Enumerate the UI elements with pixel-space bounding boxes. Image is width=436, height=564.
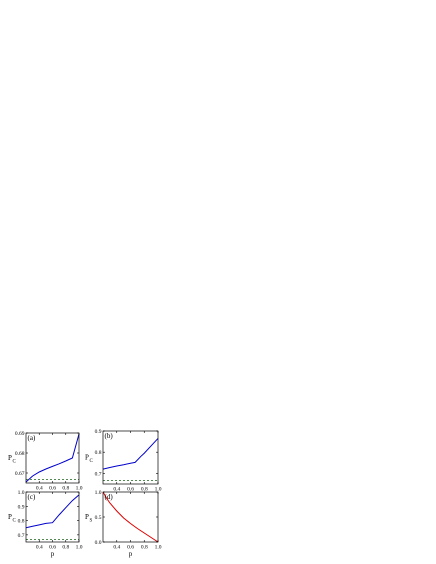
- x-tick-label: 1.0: [155, 545, 162, 551]
- panel-b: 0.4 0.6 0.8 1.0 0.7 0.8 0.9 (b) P C: [85, 429, 162, 493]
- x-axis-label: p: [51, 550, 55, 558]
- y-tick-label: 0.8: [95, 450, 102, 456]
- y-tick-label: 0.69: [15, 431, 25, 437]
- y-axis-label: P: [8, 513, 12, 521]
- y-axis-label: P: [8, 454, 12, 462]
- x-tick-label: 0.8: [62, 486, 69, 492]
- panel-c: 0.4 0.6 0.8 1.00.70.80.91.0 (c)P Cp: [8, 490, 83, 558]
- y-tick-label: 0.9: [95, 429, 102, 435]
- x-tick-label: 0.6: [127, 545, 134, 551]
- x-tick-label: 0.4: [36, 545, 43, 551]
- panel-label: (b): [105, 432, 114, 440]
- x-tick-label: 0.8: [141, 487, 148, 493]
- panel-label: (c): [28, 493, 36, 501]
- x-tick-label: 1.0: [76, 486, 83, 492]
- x-tick-label: 1.0: [76, 545, 83, 551]
- y-axis-label-subscript: C: [13, 460, 17, 465]
- series-line-0: [102, 438, 159, 470]
- y-axis-label: P: [85, 513, 89, 521]
- y-axis-label-subscript: S: [90, 519, 93, 524]
- x-tick-label: 0.4: [36, 486, 43, 492]
- y-tick-label: 0.8: [18, 519, 25, 525]
- x-tick-label: 1.0: [155, 487, 162, 493]
- y-tick-label: 1.0: [18, 490, 25, 496]
- y-axis-label-subscript: C: [13, 519, 17, 524]
- y-tick-label: 0.0: [95, 540, 102, 546]
- panel-label: (a): [28, 434, 36, 442]
- y-tick-label: 0.67: [15, 471, 25, 477]
- x-axis-label: p: [129, 550, 133, 558]
- panel-a: 0.4 0.6 0.8 1.0 0.67 0.68 0.69 (a) P C: [8, 431, 83, 492]
- y-axis-label-subscript: C: [90, 459, 94, 464]
- x-tick-label: 0.4: [113, 545, 120, 551]
- x-tick-label: 0.4: [113, 487, 120, 493]
- x-tick-label: 0.6: [127, 487, 134, 493]
- series-line-0: [102, 491, 159, 543]
- y-tick-label: 0.68: [15, 451, 25, 457]
- x-tick-label: 0.8: [141, 545, 148, 551]
- y-axis-label: P: [85, 454, 89, 462]
- x-tick-label: 0.6: [49, 486, 56, 492]
- series-line-0: [25, 433, 80, 483]
- y-tick-label: 0.5: [95, 515, 102, 521]
- panel-d: 0.4 0.6 0.8 1.00.00.51.0 (d)P Sp: [85, 490, 162, 558]
- panel-label: (d): [105, 493, 114, 501]
- y-tick-label: 1.0: [95, 490, 102, 496]
- y-tick-label: 0.7: [18, 533, 25, 539]
- x-tick-label: 0.8: [62, 545, 69, 551]
- y-tick-label: 0.9: [18, 504, 25, 510]
- y-tick-label: 0.7: [95, 471, 102, 477]
- x-tick-label: 0.6: [49, 545, 56, 551]
- series-line-0: [25, 494, 80, 529]
